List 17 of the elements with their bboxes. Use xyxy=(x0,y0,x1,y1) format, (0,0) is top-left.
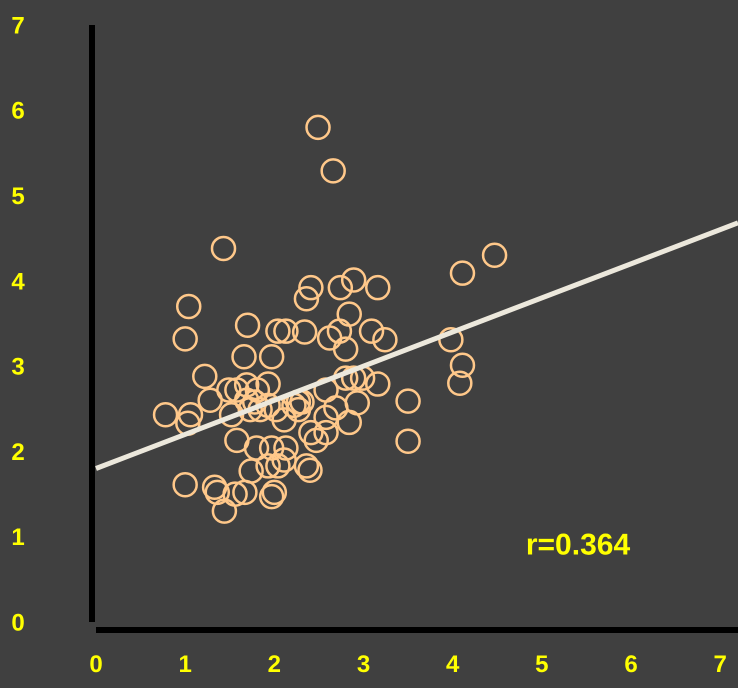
x-tick-label: 0 xyxy=(89,651,103,678)
y-tick-label: 1 xyxy=(11,524,25,552)
annotation: r=0.364 xyxy=(526,528,630,562)
y-tick-label: 2 xyxy=(11,438,25,466)
y-tick-label: 3 xyxy=(11,354,25,381)
y-tick-label: 6 xyxy=(11,98,25,125)
x-tick-label: 2 xyxy=(268,651,282,678)
x-tick-label: 3 xyxy=(356,651,370,678)
x-tick-label: 6 xyxy=(624,651,638,678)
x-tick-label: 1 xyxy=(178,651,192,678)
x-tick-label: 4 xyxy=(446,651,460,678)
y-tick-label: 4 xyxy=(11,268,26,296)
y-tick-label: 5 xyxy=(11,182,25,210)
x-tick-label: 7 xyxy=(713,651,727,678)
y-tick-label: 0 xyxy=(11,609,25,636)
x-tick-label: 5 xyxy=(535,651,549,678)
y-tick-label: 7 xyxy=(11,12,25,40)
